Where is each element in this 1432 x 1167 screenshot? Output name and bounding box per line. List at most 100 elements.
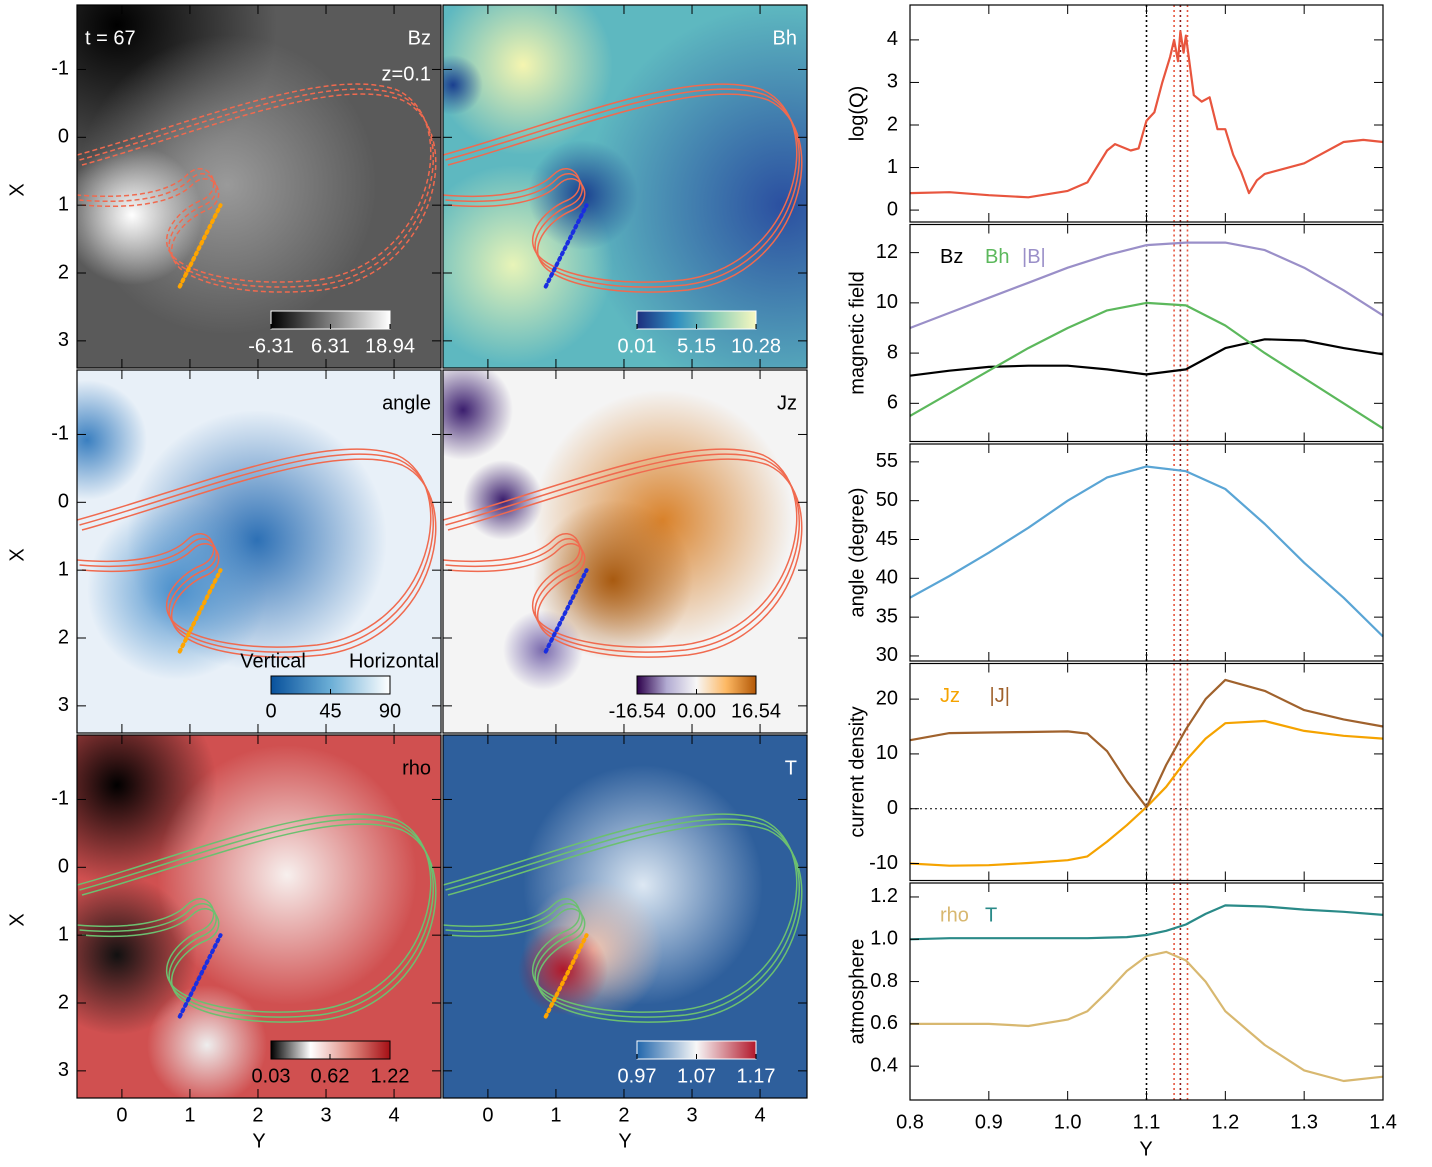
colorbar-label: Vertical [240, 650, 306, 672]
y-tick-label: 0 [887, 198, 898, 220]
y-tick-label: 1.2 [870, 885, 898, 907]
y-tick-label: 1 [887, 156, 898, 178]
line [909, 338, 1384, 377]
y-tick-label: -1 [51, 788, 69, 810]
y-tick-label: 0.4 [870, 1054, 898, 1076]
frame [442, 734, 808, 1099]
line [909, 465, 1384, 638]
colorbar-tick-label: 1.22 [371, 1065, 410, 1087]
map-image [77, 735, 441, 1098]
y-tick-label: 30 [876, 644, 898, 666]
colorbar-tick-label: 6.31 [311, 335, 350, 357]
map-blob [443, 55, 483, 115]
y-axis-label: magnetic field [846, 271, 868, 394]
y-axis-label: X [6, 913, 28, 926]
colorbar-tick-label: 18.94 [365, 335, 415, 357]
contour [77, 83, 432, 283]
map-image [443, 735, 807, 1098]
frame [909, 223, 1384, 443]
x-axis-label: Y [252, 1130, 265, 1152]
map-blob [77, 380, 147, 500]
colorbar-tick-label: 1.07 [677, 1065, 716, 1087]
x-tick-label: 1 [550, 1104, 561, 1126]
contour [79, 88, 434, 288]
contour [447, 823, 803, 1023]
x-tick-label: 0.9 [975, 1111, 1003, 1133]
cut-line [177, 933, 223, 1019]
legend-entry: |B| [1022, 246, 1046, 268]
profile-panel: Jz |J| -10 0 10 20 current density [846, 662, 1384, 882]
legend-entry: Bz [940, 246, 963, 268]
map-panel: 0 1 2 3 4 Y T 0.97 1.07 1.17 [442, 734, 808, 1152]
y-tick-label: 20 [876, 687, 898, 709]
frame [909, 4, 1384, 223]
y-tick-label: -1 [51, 58, 69, 80]
x-tick-label: 0 [482, 1104, 493, 1126]
y-tick-label: 12 [876, 241, 898, 263]
map-blob [157, 745, 417, 1005]
y-axis-label: X [6, 183, 28, 196]
colorbar-tick-label: 0.97 [618, 1065, 657, 1087]
cut-line [177, 203, 223, 289]
y-axis-label: atmosphere [846, 939, 868, 1045]
frame [909, 882, 1384, 1101]
map-blob [463, 460, 543, 540]
colorbar-tick-label: 0.00 [677, 700, 716, 722]
map-blob [147, 985, 267, 1098]
y-tick-label: 55 [876, 450, 898, 472]
panel-label: T [785, 757, 797, 779]
y-tick-label: 8 [887, 341, 898, 363]
time-label: t = 67 [85, 27, 136, 49]
map-panel: Bh 0.01 5.15 10.28 [442, 4, 808, 369]
y-tick-label: 4 [887, 28, 898, 50]
colorbar-tick-label: 90 [379, 700, 401, 722]
line [909, 301, 1384, 430]
y-tick-label: 50 [876, 489, 898, 511]
y-tick-label: 2 [58, 991, 69, 1013]
frame [76, 369, 442, 734]
y-tick-label: 0 [58, 491, 69, 513]
contour [81, 93, 437, 293]
map-blob [443, 370, 513, 460]
contour [77, 813, 432, 1013]
colorbar-tick-label: 10.28 [731, 335, 781, 357]
cut-line [543, 933, 589, 1019]
y-tick-label: 35 [876, 605, 898, 627]
contour [443, 83, 798, 283]
y-tick-label: 0 [887, 797, 898, 819]
line [909, 241, 1384, 330]
contour [79, 453, 434, 653]
y-axis-label: X [6, 548, 28, 561]
cut-line [177, 568, 223, 654]
x-tick-label: 0 [116, 1104, 127, 1126]
x-tick-label: 1 [184, 1104, 195, 1126]
x-tick-label: 4 [754, 1104, 765, 1126]
y-tick-label: 10 [876, 742, 898, 764]
x-tick-label: 1.4 [1369, 1111, 1397, 1133]
y-tick-label: 3 [58, 329, 69, 351]
contour [445, 88, 800, 288]
colorbar-label: Horizontal [349, 650, 439, 672]
map-image [77, 5, 441, 368]
y-tick-label: 2 [58, 261, 69, 283]
profile-panel: rho T 0.8 0.9 1.0 1.1 1.2 1.3 1.4 0.4 0.6 0.8 1.0 1.2… [846, 882, 1397, 1160]
x-tick-label: 1.3 [1290, 1111, 1318, 1133]
contour [79, 818, 434, 1018]
map-blob [503, 610, 583, 690]
panel-label: Jz [777, 392, 797, 414]
contour [77, 448, 432, 648]
panel-label: rho [402, 757, 431, 779]
colorbar-tick-label: 5.15 [677, 335, 716, 357]
panel-label: Bz [408, 27, 431, 49]
legend-entry: T [985, 904, 997, 926]
frame [909, 443, 1384, 662]
y-tick-label: 45 [876, 528, 898, 550]
x-tick-label: 4 [388, 1104, 399, 1126]
colorbar-tick-label: -16.54 [609, 700, 666, 722]
cut-line [543, 203, 589, 289]
colorbar-tick-label: 0.01 [618, 335, 657, 357]
profile-panel: Bz Bh |B| 6 8 10 12 magnetic field [846, 223, 1384, 443]
line [909, 678, 1384, 809]
y-tick-label: -1 [51, 423, 69, 445]
colorbar-tick-label: 0 [265, 700, 276, 722]
